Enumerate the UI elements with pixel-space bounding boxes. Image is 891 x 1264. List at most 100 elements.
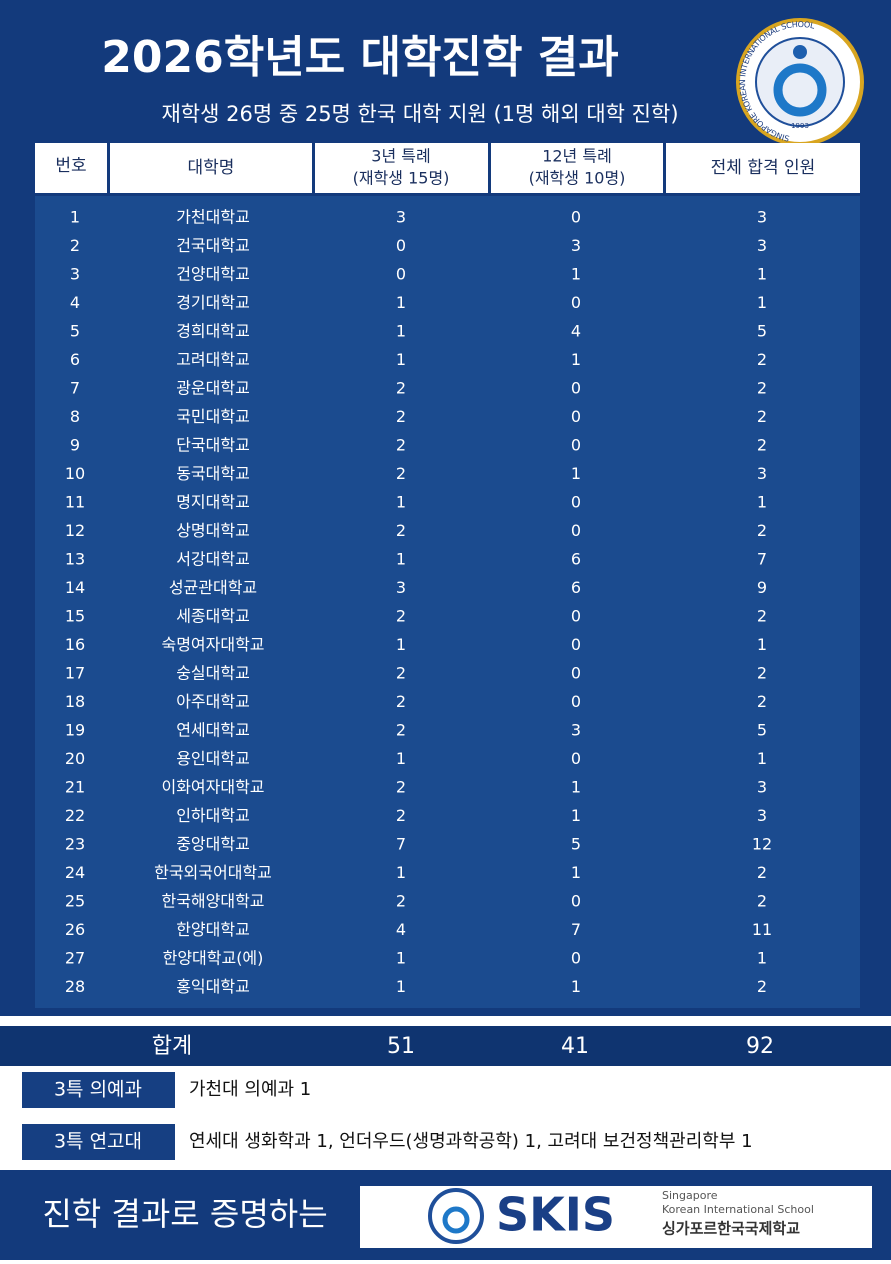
- cell: 0: [571, 407, 581, 426]
- cell: 연세대학교: [176, 721, 250, 740]
- header-cell: [491, 143, 663, 193]
- cell: 한양대학교: [176, 920, 250, 939]
- note-label: 3특 연고대: [54, 1131, 142, 1153]
- cell: 1: [571, 778, 581, 797]
- cell: 0: [571, 635, 581, 654]
- cell: 2: [396, 379, 406, 398]
- cell: 7: [757, 550, 767, 569]
- note-text: 연세대 생화학과 1, 언더우드(생명과학공학) 1, 고려대 보건정책관리학부…: [189, 1131, 753, 1152]
- cell: 광운대학교: [176, 379, 250, 398]
- header-text: 3년 특례: [371, 147, 430, 166]
- cell: 23: [65, 835, 85, 854]
- cell: 18: [65, 692, 85, 711]
- cell: 2: [396, 892, 406, 911]
- cell: 3: [70, 265, 80, 284]
- cell: 1: [396, 550, 406, 569]
- cell: 인하대학교: [176, 806, 250, 825]
- total-cell: 41: [561, 1034, 589, 1059]
- cell: 3: [396, 208, 406, 227]
- brand-line: 싱가포르한국국제학교: [662, 1220, 800, 1238]
- cell: 24: [65, 863, 85, 882]
- separator: [0, 1016, 891, 1026]
- table-body: [35, 196, 860, 1008]
- note-label-box: [22, 1124, 175, 1160]
- cell: 7: [571, 920, 581, 939]
- cell: 1: [757, 265, 767, 284]
- brand-logo: [428, 1188, 484, 1244]
- cell: 20: [65, 749, 85, 768]
- cell: 1: [396, 293, 406, 312]
- cell: 아주대학교: [176, 692, 250, 711]
- table-header: 번호 대학명 3년 특례 (재학생 15명) 12년 특례 (재학생 10명) …: [35, 143, 860, 193]
- cell: 2: [757, 350, 767, 369]
- cell: 25: [65, 892, 85, 911]
- cell: 1: [757, 293, 767, 312]
- cell: 1: [757, 749, 767, 768]
- cell: 1: [757, 949, 767, 968]
- cell: 단국대학교: [176, 436, 250, 455]
- cell: 4: [70, 293, 80, 312]
- cell: 6: [571, 550, 581, 569]
- cell: 이화여자대학교: [161, 778, 264, 797]
- cell: 3: [757, 806, 767, 825]
- cell: 7: [70, 379, 80, 398]
- cell: 1: [571, 350, 581, 369]
- cell: 4: [396, 920, 406, 939]
- cell: 2: [70, 236, 80, 255]
- cell: 12: [65, 521, 85, 540]
- cell: 명지대학교: [176, 493, 250, 512]
- cell: 한국해양대학교: [161, 892, 264, 911]
- cell: 13: [65, 550, 85, 569]
- cell: 1: [757, 493, 767, 512]
- cell: 0: [571, 436, 581, 455]
- header-cell: [315, 143, 488, 193]
- total-cell: 합계: [152, 1034, 192, 1059]
- cell: 1: [396, 350, 406, 369]
- cell: 한국외국어대학교: [154, 863, 272, 882]
- cell: 3: [571, 236, 581, 255]
- subtitle: 재학생 26명 중 25명 한국 대학 지원 (1명 해외 대학 진학): [161, 102, 678, 126]
- cell: 홍익대학교: [176, 977, 250, 996]
- cell: 2: [396, 407, 406, 426]
- cell: 27: [65, 949, 85, 968]
- cell: 5: [757, 322, 767, 341]
- cell: 1: [571, 863, 581, 882]
- cell: 국민대학교: [176, 407, 250, 426]
- cell: 5: [757, 721, 767, 740]
- cell: 1: [70, 208, 80, 227]
- cell: 8: [70, 407, 80, 426]
- cell: 1: [396, 635, 406, 654]
- cell: 1: [571, 977, 581, 996]
- cell: 11: [65, 493, 85, 512]
- brand-line: Singapore: [662, 1189, 718, 1202]
- cell: 10: [65, 464, 85, 483]
- cell: 19: [65, 721, 85, 740]
- title: 2026학년도 대학진학 결과: [101, 32, 618, 83]
- header-text: 12년 특례: [542, 147, 612, 166]
- header-text: 번호: [55, 156, 86, 176]
- cell: 2: [757, 407, 767, 426]
- note-label-box: [22, 1072, 175, 1108]
- cell: 0: [571, 379, 581, 398]
- cell: 28: [65, 977, 85, 996]
- cell: 0: [571, 749, 581, 768]
- cell: 2: [396, 778, 406, 797]
- header-cell: [666, 143, 860, 193]
- brand-line: Korean International School: [662, 1203, 814, 1216]
- cell: 0: [571, 664, 581, 683]
- cell: 6: [70, 350, 80, 369]
- cell: 0: [571, 892, 581, 911]
- header-text: 전체 합격 인원: [711, 158, 816, 178]
- cell: 1: [396, 749, 406, 768]
- cell: 2: [396, 464, 406, 483]
- cell: 11: [752, 920, 772, 939]
- notes: 3특 의예과 가천대 의예과 1 3특 연고대 연세대 생화학과 1, 언더우드(생명…: [22, 1072, 753, 1160]
- brand-swirl: [442, 1206, 470, 1234]
- cell: 2: [757, 379, 767, 398]
- logo-dot: [793, 45, 807, 59]
- cell: 22: [65, 806, 85, 825]
- cell: 2: [757, 436, 767, 455]
- cell: 5: [571, 835, 581, 854]
- cell: 숭실대학교: [176, 664, 250, 683]
